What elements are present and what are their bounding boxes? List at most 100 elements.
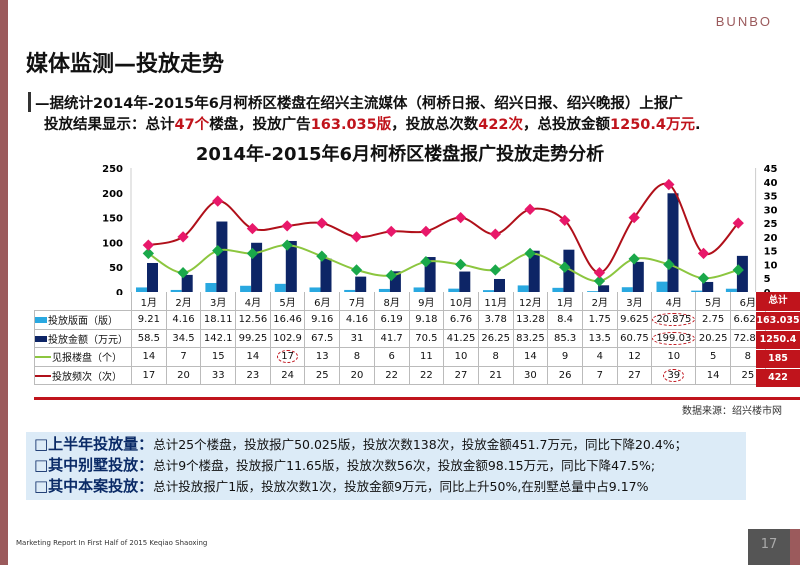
marker-projects: [559, 261, 571, 273]
bar-pages: [621, 287, 633, 292]
right-tick-label: 0: [764, 288, 771, 295]
category-label: 8月: [373, 292, 410, 311]
table-cell: 4.16: [165, 310, 202, 330]
cell-value: 24: [281, 369, 294, 381]
cell-value: 85.3: [553, 332, 577, 344]
total-value: 185: [756, 350, 800, 368]
category-label: 5月: [269, 292, 306, 311]
cell-value: 7: [180, 351, 187, 363]
table-cell: 21: [477, 365, 514, 385]
cell-value: 14: [246, 351, 260, 363]
table-cell: 142.1: [200, 328, 237, 348]
table-cell: 8: [339, 347, 375, 367]
bar-amount: [216, 221, 228, 292]
chart: 0 50 100 150 200 250 0 5 10 15 20 25 30 35 40 45: [102, 164, 778, 295]
stat-ads: 163.035版: [310, 117, 392, 133]
table-row: 投放版面（版） 9.21 4.16 18.11 12.56 16.46 9.16 4.16 6.…: [34, 310, 766, 330]
bar-amount: [147, 262, 158, 292]
table-cell: 26.25: [477, 328, 514, 348]
right-tick-label: 5: [764, 274, 771, 285]
table-cell: 85.3: [547, 328, 583, 348]
bar-amount: [285, 240, 297, 292]
cell-value: 17: [142, 369, 156, 381]
cell-value: 11: [419, 351, 433, 363]
cell-value: 33: [211, 369, 225, 381]
cell-value: 14: [524, 351, 537, 363]
summary-head: □上半年投放量：: [34, 435, 154, 453]
table-cell: 41.25: [443, 328, 479, 348]
cell-value: 39: [663, 368, 685, 382]
page-number: 17: [748, 529, 790, 565]
intro-line1: —据统计2014年-2015年6月柯桥区楼盘在绍兴主流媒体（柯桥日报、绍兴日报、…: [35, 96, 683, 112]
bar-pages: [725, 288, 737, 292]
total-value: 1250.4: [756, 331, 800, 349]
table-cell: 7: [581, 365, 618, 385]
cell-value: 142.1: [203, 332, 233, 344]
marker-frequency: [454, 211, 467, 224]
summary-line: □其中本案投放：总计投放报广1版，投放次数1次，投放金额9万元，同比上升50%,…: [34, 476, 738, 497]
marker-frequency: [385, 225, 397, 238]
table-cell: 17: [269, 347, 306, 367]
table-cell: 14: [695, 365, 731, 385]
intro-p3: ，投放总次数: [391, 117, 479, 133]
bar-amount: [355, 276, 367, 292]
page-title: 媒体监测—投放走势: [26, 52, 225, 77]
table-cell: 16.46: [269, 310, 306, 330]
cell-value: 22: [419, 369, 433, 381]
legend-key: [35, 372, 51, 379]
marker-frequency: [350, 231, 363, 243]
right-tick-label: 40: [764, 178, 778, 189]
bar-pages: [656, 281, 668, 292]
category-label: 2月: [581, 292, 618, 311]
table-cell: 9.625: [616, 310, 653, 330]
table-cell: 199.03: [651, 328, 697, 348]
cell-value: 20.25: [698, 332, 728, 344]
summary-text: 总计投放报广1版，投放次数1次，投放金额9万元，同比上升50%,在别墅总量中占9…: [153, 479, 649, 494]
total-value: 163.035: [756, 312, 800, 330]
table-cell: 30: [512, 365, 549, 385]
table-cell: 13: [304, 347, 341, 367]
bar-amount: [667, 193, 679, 292]
legend-key: [35, 354, 51, 361]
bar-pages: [344, 289, 356, 292]
table-cell: 9.21: [131, 310, 167, 330]
total-value: 422: [756, 369, 800, 387]
summary-text: 总计25个楼盘，投放报广50.025版，投放次数138次，投放金额451.7万元…: [153, 437, 688, 452]
bar-pages: [378, 288, 390, 292]
table-cell: 13.5: [581, 328, 618, 348]
stat-amount: 1250.4万元: [610, 117, 695, 133]
intro-p4: ，总投放金额: [523, 117, 611, 133]
table-cell: 58.5: [131, 328, 167, 348]
table-cell: 11: [408, 347, 445, 367]
table-cell: 14: [512, 347, 549, 367]
bar-amount: [459, 271, 471, 292]
category-label: 3月: [616, 292, 653, 311]
table-cell: 22: [408, 365, 445, 385]
bar-pages: [274, 283, 286, 292]
right-tick-label: 10: [764, 260, 778, 271]
table-cell: 20.25: [695, 328, 731, 348]
cell-value: 199.03: [652, 331, 696, 345]
bar-amount: [563, 249, 575, 292]
table-cell: 20: [339, 365, 375, 385]
right-tick-label: 45: [764, 164, 778, 175]
bar-amount: [424, 257, 436, 292]
table-cell: 8: [477, 347, 514, 367]
marker-projects: [489, 264, 502, 276]
brand-logo: BUNBO: [715, 14, 772, 29]
page-accent: [790, 529, 800, 565]
cell-value: 14: [142, 351, 156, 363]
category-label: 1月: [131, 292, 167, 311]
cell-value: 13: [315, 351, 329, 363]
cell-value: 99.25: [238, 332, 268, 344]
table-cell: 23: [235, 365, 271, 385]
marker-frequency: [628, 211, 640, 224]
table-cell: 60.75: [616, 328, 653, 348]
cell-value: 8.4: [557, 314, 574, 326]
series-label: 投放频次（次）: [34, 365, 132, 385]
marker-frequency: [663, 178, 675, 191]
table-cell: 12: [616, 347, 653, 367]
cell-value: 17: [277, 350, 298, 364]
cell-value: 8: [744, 351, 752, 363]
table-cell: 25: [304, 365, 341, 385]
